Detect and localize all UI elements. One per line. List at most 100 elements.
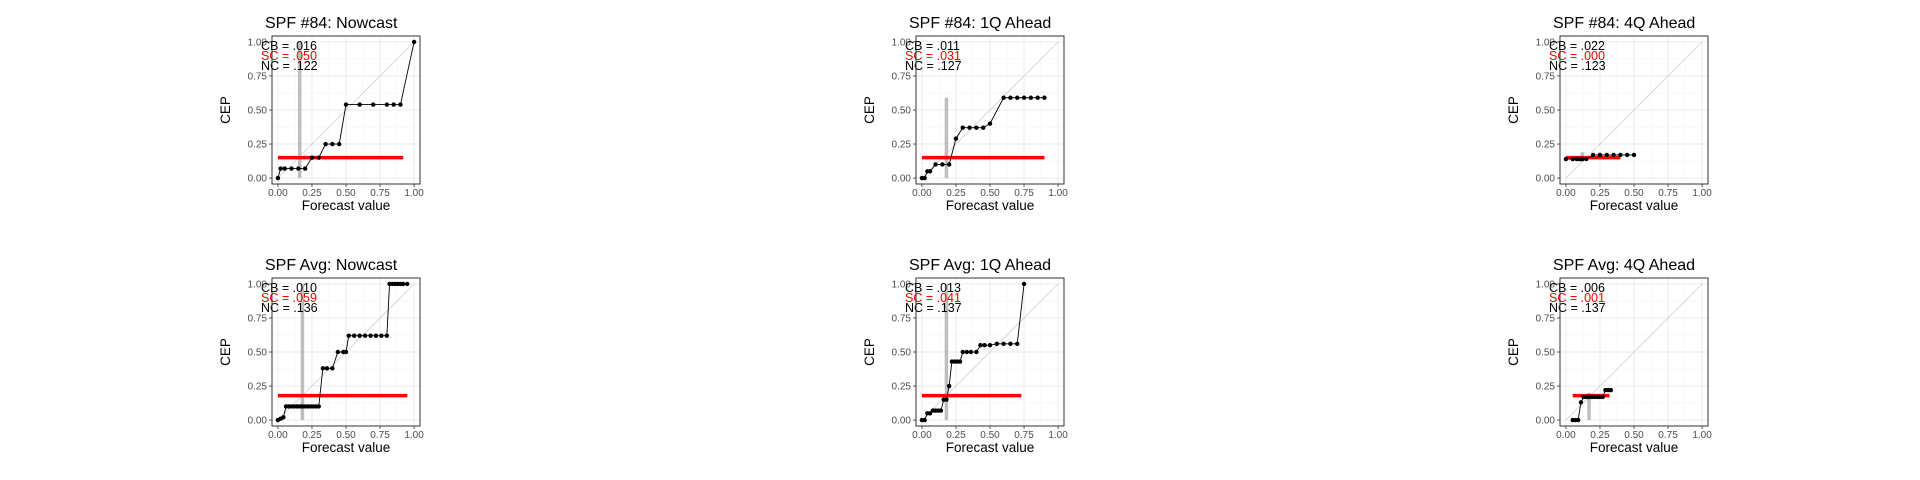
x-tick-label: 0.25 [302,188,322,199]
x-tick-label: 0.00 [268,188,288,199]
x-axis-label: Forecast value [946,198,1035,213]
cep-point [1618,152,1623,158]
y-tick-label: 0.00 [1536,416,1556,427]
cep-point [946,162,952,167]
cep-point [960,125,965,130]
cep-point [405,281,410,287]
y-tick-label: 0.25 [248,140,268,151]
cep-point [1604,152,1609,158]
panel-6: 0.000.00 0.25 0.25 0.50 0.50 0.75 0.75 1.00 1.00… [1506,257,1712,455]
y-tick-label: 0.75 [892,71,912,82]
x-tick-label: 0.00 [268,430,288,441]
cep-point [1015,95,1020,100]
y-tick-label: 0.00 [248,416,268,427]
cep-point [351,333,357,338]
cep-point [953,136,959,141]
panel-title: SPF #84: Nowcast [265,15,398,32]
nc-annotation: NC = .127 [905,59,962,73]
cep-point [1584,156,1589,162]
cep-point [1042,95,1047,100]
cep-point [336,141,342,147]
cep-point [343,349,349,355]
cep-point [278,166,283,171]
y-axis-label: CEP [218,96,233,124]
y-tick-label: 0.50 [892,106,912,117]
x-tick-label: 0.75 [1014,188,1034,199]
panel-border [1559,277,1709,427]
cep-point [343,102,349,107]
cep-point [944,397,949,402]
cep-point [1580,156,1585,162]
cep-point [1021,95,1027,100]
x-tick-label: 1.00 [404,188,424,199]
y-tick-label: 0.75 [248,71,268,82]
x-tick-label: 0.50 [980,188,1000,199]
y-tick-label: 0.00 [1536,174,1556,185]
y-tick-label: 0.00 [892,174,912,185]
y-tick-label: 0.25 [892,140,912,151]
x-axis-label: Forecast value [1590,198,1679,213]
cep-point [1001,95,1006,100]
cep-point [400,281,406,287]
cep-point [980,125,986,130]
y-tick-label: 0.75 [1536,313,1556,324]
cep-point [368,333,373,338]
cep-point [309,155,315,160]
cep-point [933,162,938,167]
y-tick-label: 0.50 [1536,106,1556,117]
cep-point [275,175,281,181]
cep-point [940,162,945,167]
x-tick-label: 1.00 [1692,188,1712,199]
y-tick-label: 0.25 [892,382,912,393]
y-tick-label: 0.00 [248,174,268,185]
cep-point [371,102,376,107]
y-tick-label: 0.75 [892,313,912,324]
cep-point [1001,341,1006,347]
cep-point [323,141,328,147]
cep-point [330,366,335,371]
y-axis-label: CEP [862,96,877,124]
cep-point [974,125,979,130]
cep-point [373,333,379,338]
cep-point [281,415,286,420]
cep-point [1570,156,1575,162]
y-tick-label: 0.25 [1536,140,1556,151]
y-axis-label: CEP [218,338,233,366]
x-axis-label: Forecast value [1590,440,1679,455]
x-tick-label: 0.25 [1590,430,1610,441]
x-tick-label: 1.00 [1048,188,1068,199]
x-axis-label: Forecast value [302,440,391,455]
y-tick-label: 0.00 [892,416,912,427]
sc-annotation: SC = .000 [1549,49,1605,63]
panel-border [915,35,1065,185]
x-tick-label: 1.00 [1048,430,1068,441]
y-tick-label: 1.00 [892,279,912,290]
sc-annotation: SC = .059 [261,291,317,305]
y-tick-label: 1.00 [892,37,912,48]
cb-annotation: CB = .013 [905,281,961,295]
panel-title: SPF Avg: 1Q Ahead [909,257,1051,274]
y-axis-label: CEP [862,338,877,366]
y-tick-label: 1.00 [248,37,268,48]
identity-line [921,283,1059,421]
x-tick-label: 0.25 [1590,188,1610,199]
x-tick-label: 0.50 [336,188,356,199]
cep-point [974,349,979,355]
x-tick-label: 0.25 [302,430,322,441]
cep-point [411,39,417,45]
cep-point [967,125,972,130]
cep-point [1597,152,1603,158]
x-tick-label: 0.00 [912,188,932,199]
x-tick-label: 0.50 [1624,188,1644,199]
cep-point [957,359,963,364]
x-tick-label: 0.75 [1014,430,1034,441]
cep-point [968,349,974,355]
panel-title: SPF Avg: Nowcast [265,257,398,274]
cep-point [391,102,396,107]
cep-point [927,169,933,174]
cb-annotation: CB = .011 [905,39,960,53]
y-tick-label: 0.25 [248,382,268,393]
x-tick-label: 0.75 [370,188,390,199]
cep-point [922,175,927,181]
nc-annotation: NC = .123 [1549,59,1606,73]
